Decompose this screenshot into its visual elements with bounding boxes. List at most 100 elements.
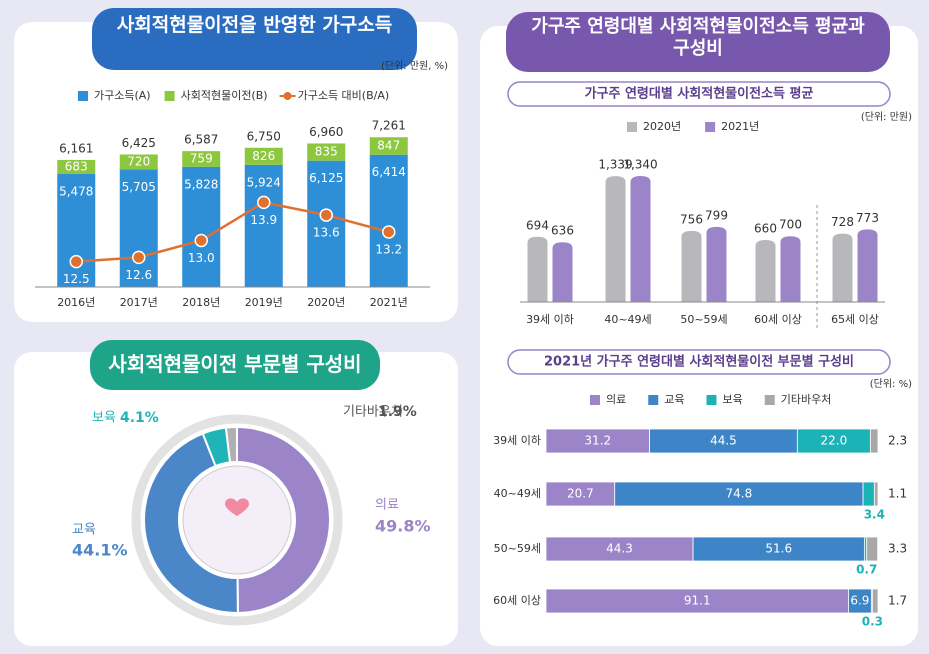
value-label: 12.5 [63,272,90,286]
line-marker [132,250,146,265]
value-label: 6,125 [309,171,343,185]
bar-segment [545,481,616,507]
bar [244,164,283,287]
value-label: 826 [252,149,275,163]
bar [307,143,346,161]
value-label: 728 [831,215,854,229]
total-label: 6,750 [247,129,281,143]
legend-label: 사회적현물이전(B) [181,89,268,102]
value-label: 3.4 [864,508,885,522]
x-tick-label: 40~49세 [604,313,651,326]
heart [225,498,249,516]
subtitle-pill [507,81,891,107]
value-label: 44.3 [606,542,633,556]
value-label: 847 [377,138,400,152]
value-label: 835 [315,145,338,159]
unit: (단위: 만원, %) [381,59,448,72]
bar-segment [796,428,871,454]
bar [857,229,878,302]
value-label: 3.3 [888,542,907,556]
legend-label: 의료 [606,393,626,406]
slice-label: 보육 [92,411,116,426]
bar [369,137,408,155]
unit: (단위: 만원) [861,110,912,123]
slice-value: 49.8% [375,517,431,536]
x-tick-label: 50~59세 [680,313,727,326]
line-marker [194,233,208,248]
legend-icon [627,122,637,132]
bar-segment [869,428,879,454]
donut-slice [224,425,238,464]
value-label: 5,828 [184,177,218,191]
value-label: 2.3 [888,434,907,448]
y-tick-label: 60세 이상 [493,594,541,607]
x-tick-label: 39세 이하 [526,312,574,326]
bar [681,230,702,302]
donut-slice [143,432,239,614]
title-badge [92,8,417,70]
slice-value: 44.1% [72,541,128,560]
legend-label: 기타바우처 [781,393,832,406]
value-label: 74.8 [726,487,753,501]
slice-label: 의료 [375,498,399,513]
legend-icon [705,122,716,132]
slice-value: 4.1% [120,410,159,426]
bar [552,242,573,302]
x-tick-label: 2021년 [370,296,408,309]
x-tick-label: 2020년 [307,296,345,309]
subtitle: 가구주 연령대별 사회적현물이전소득 평균 [585,86,814,102]
bar [119,154,158,170]
chart-title: 사회적현물이전 부문별 구성비 [108,352,362,376]
value-label: 773 [856,211,879,225]
line-marker [69,254,83,269]
y-tick-label: 50~59세 [494,542,541,555]
total-label: 7,261 [372,119,406,133]
legend-label: 가구소득(A) [94,89,151,102]
value-label: 1.7 [888,594,907,608]
value-label: 5,478 [59,185,93,199]
value-label: 799 [705,208,728,222]
x-tick-label: 65세 이상 [831,313,879,326]
bar [706,226,727,302]
bar [832,233,853,302]
value-label: 660 [754,221,777,235]
bar-segment [545,428,650,454]
subtitle: 2021년 가구주 연령대별 사회적현물이전 부문별 구성비 [544,354,854,370]
total-label: 6,425 [122,136,156,150]
value-label: 636 [551,224,574,238]
legend-label: 2021년 [721,120,759,133]
bar [244,147,283,165]
value-label: 13.6 [313,226,340,240]
bar [630,176,651,302]
legend-icon [78,91,88,101]
line-marker [319,208,333,222]
ring [131,414,343,626]
bar [57,159,96,175]
x-tick-label: 2017년 [120,296,158,309]
bar-segment [873,481,879,507]
slice-value: 1.9% [378,404,417,420]
line-marker [257,195,271,210]
bar [307,160,346,287]
value-label: 1.1 [888,487,907,501]
value-label: 1,339 [598,158,632,172]
value-label: 756 [680,212,703,226]
value-label: 22.0 [820,434,847,448]
line-marker [382,225,396,239]
x-tick-label: 2018년 [182,296,220,309]
y-tick-label: 39세 이하 [493,433,541,447]
slice-label: 교육 [72,523,96,538]
value-label: 13.2 [375,243,402,257]
value-label: 0.7 [856,563,877,577]
bar-segment [871,588,879,614]
value-label: 700 [779,218,802,232]
total-label: 6,161 [59,141,93,155]
title-badge [506,12,890,72]
bar [182,151,221,167]
bar-segment [692,536,865,562]
chart-title: 가구주 연령대별 사회적현물이전소득 평균과 구성비 [531,16,865,59]
legend-icon [764,395,775,405]
bar [605,176,626,302]
